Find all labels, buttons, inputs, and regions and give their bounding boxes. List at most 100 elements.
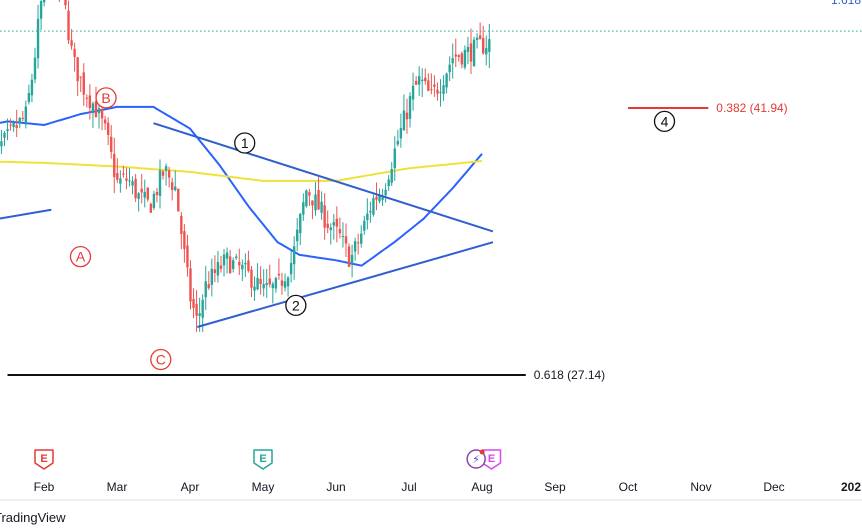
candle-body xyxy=(469,43,473,62)
candle-body xyxy=(482,37,485,54)
candle-body xyxy=(6,128,9,131)
candle-body xyxy=(195,303,198,316)
candle-body xyxy=(366,213,369,221)
candle-body xyxy=(393,148,396,169)
candle-body xyxy=(128,180,131,182)
candle-body xyxy=(329,227,332,231)
trendline[interactable] xyxy=(153,122,494,233)
candle-body xyxy=(408,96,412,119)
candle-body xyxy=(67,10,70,41)
x-tick-label: Apr xyxy=(181,480,200,494)
candle-body xyxy=(94,101,98,118)
candle-body xyxy=(308,192,311,196)
x-tick-label: Jul xyxy=(401,480,416,494)
candle-body xyxy=(9,124,12,126)
wave-label-circle[interactable] xyxy=(69,246,92,268)
candle-body xyxy=(289,262,293,275)
candle-body xyxy=(110,136,113,152)
candle-body xyxy=(488,39,491,52)
candle-body xyxy=(64,0,67,6)
candle-body xyxy=(344,236,348,244)
candle-body xyxy=(356,242,360,244)
candle-body xyxy=(106,122,110,136)
fib-level-label: 0.618 (27.14) xyxy=(534,368,605,382)
candle-body xyxy=(390,169,393,183)
candle-body xyxy=(478,35,482,40)
x-tick-label: Nov xyxy=(690,480,711,494)
candle-body xyxy=(161,171,165,176)
candle-body xyxy=(3,133,6,138)
candle-body xyxy=(274,277,278,289)
candle-body xyxy=(421,79,424,82)
candle-body xyxy=(207,284,210,289)
candle-body xyxy=(463,49,467,68)
candle-body xyxy=(369,210,372,213)
candle-body xyxy=(158,170,162,196)
candle-body xyxy=(381,196,384,200)
candle-body xyxy=(399,128,403,139)
candle-body xyxy=(76,57,79,82)
candle-body xyxy=(466,46,470,52)
earnings-event-letter: E xyxy=(488,453,495,465)
candle-body xyxy=(296,229,299,242)
x-tick-label: Mar xyxy=(107,480,128,494)
candle-body xyxy=(338,228,342,234)
trendline[interactable] xyxy=(197,241,494,328)
candle-body xyxy=(149,203,153,213)
wave-label-circle[interactable] xyxy=(653,110,676,133)
candle-body xyxy=(353,241,357,252)
candle-body xyxy=(241,264,244,270)
candle-body xyxy=(235,256,238,259)
candle-body xyxy=(73,48,76,58)
candle-body xyxy=(137,193,140,199)
candle-body xyxy=(378,195,381,202)
candle-body xyxy=(140,188,143,193)
candle-body xyxy=(174,186,177,191)
candle-body xyxy=(396,140,400,145)
candle-body xyxy=(79,76,82,78)
candle-body xyxy=(341,235,345,237)
candle-body xyxy=(411,85,415,100)
candle-body xyxy=(414,80,418,85)
candle-body xyxy=(143,192,146,198)
candle-body xyxy=(18,117,21,124)
wave-label-text: B xyxy=(101,90,110,106)
candle-body xyxy=(335,218,339,227)
candle-body xyxy=(97,108,101,114)
wave-label-circle[interactable] xyxy=(150,348,172,371)
candle-body xyxy=(33,57,37,80)
wave-label-circle[interactable] xyxy=(285,294,307,317)
candle-body xyxy=(250,269,253,288)
candle-body xyxy=(222,254,226,266)
candle-body xyxy=(152,193,156,208)
candle-body xyxy=(332,222,335,226)
candle-body xyxy=(219,265,223,269)
candle-body xyxy=(228,256,232,274)
candle-body xyxy=(122,173,125,175)
candle-body xyxy=(439,91,442,93)
candle-body xyxy=(12,122,15,128)
earnings-event-icon[interactable] xyxy=(253,449,273,470)
wave-label-circle[interactable] xyxy=(95,87,117,109)
candle-body xyxy=(433,84,436,87)
earnings-event-icon[interactable] xyxy=(34,449,54,470)
fib-level-label: 0.382 (41.94) xyxy=(716,101,787,115)
candle-body xyxy=(299,213,302,234)
candle-body xyxy=(155,191,159,196)
lightning-icon: ⚡ xyxy=(472,453,480,466)
moving-average-line xyxy=(0,105,483,267)
candle-body xyxy=(116,173,119,180)
candle-body xyxy=(305,190,308,207)
candle-body xyxy=(180,215,183,235)
split-event-icon[interactable] xyxy=(466,449,486,469)
tradingview-brand-label: TradingView xyxy=(0,510,66,525)
trendline[interactable] xyxy=(0,208,52,226)
candle-body xyxy=(427,80,430,91)
candle-body xyxy=(192,299,195,309)
candle-body xyxy=(167,170,171,178)
candle-body xyxy=(183,231,186,249)
wave-label-circle[interactable] xyxy=(234,132,256,154)
x-tick-label: Feb xyxy=(34,480,55,494)
x-tick-label: Oct xyxy=(619,480,638,494)
